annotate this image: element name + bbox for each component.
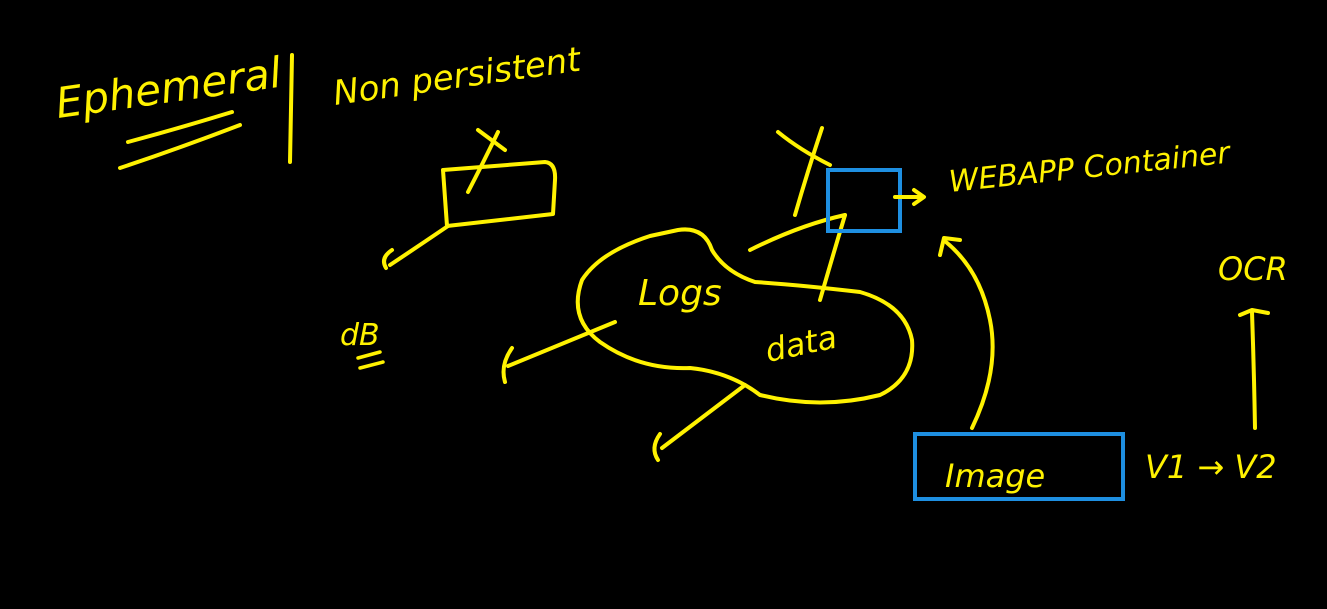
logs-arrow-head (501, 346, 514, 384)
db-cross-stroke-1 (476, 128, 507, 152)
db-container-box (441, 160, 558, 228)
db-label: dB (340, 318, 380, 353)
db-arrow-head (382, 248, 394, 270)
image-label: Image (945, 457, 1045, 495)
webapp-container-box (826, 168, 902, 233)
db-arrow-line (388, 224, 450, 267)
image-group: Image (913, 236, 1125, 501)
ocr-label: OCR (1218, 250, 1288, 288)
logs-arrow-line (506, 320, 617, 368)
db-underline-1 (356, 350, 382, 360)
version-to-ocr-arrow-line (1250, 310, 1257, 430)
logs-to-container-line (748, 213, 847, 252)
image-to-container-arrow-head (938, 236, 962, 257)
title-divider (288, 53, 294, 164)
ephemeral-underline-1 (126, 110, 234, 144)
webapp-cross-stroke-1 (776, 130, 832, 167)
registry-group: OCR V1 → V2 (1145, 250, 1288, 486)
db-cross-stroke-2 (466, 130, 500, 194)
image-to-container-arrow-line (944, 240, 995, 430)
image-box (913, 432, 1125, 501)
webapp-arrow-head (912, 188, 926, 206)
logs-label: Logs (638, 273, 722, 314)
version-change-label: V1 → V2 (1145, 448, 1277, 486)
webapp-cross-stroke-2 (793, 126, 824, 217)
db-container-group: dB (340, 128, 558, 370)
db-underline-2 (358, 360, 385, 370)
data-to-container-line (818, 213, 847, 302)
ephemeral-underline-2 (118, 123, 242, 170)
data-arrow-line (660, 383, 747, 450)
volume-blob-outline (575, 227, 915, 405)
version-to-ocr-arrow-head (1238, 308, 1270, 317)
data-arrow-head (652, 432, 662, 462)
